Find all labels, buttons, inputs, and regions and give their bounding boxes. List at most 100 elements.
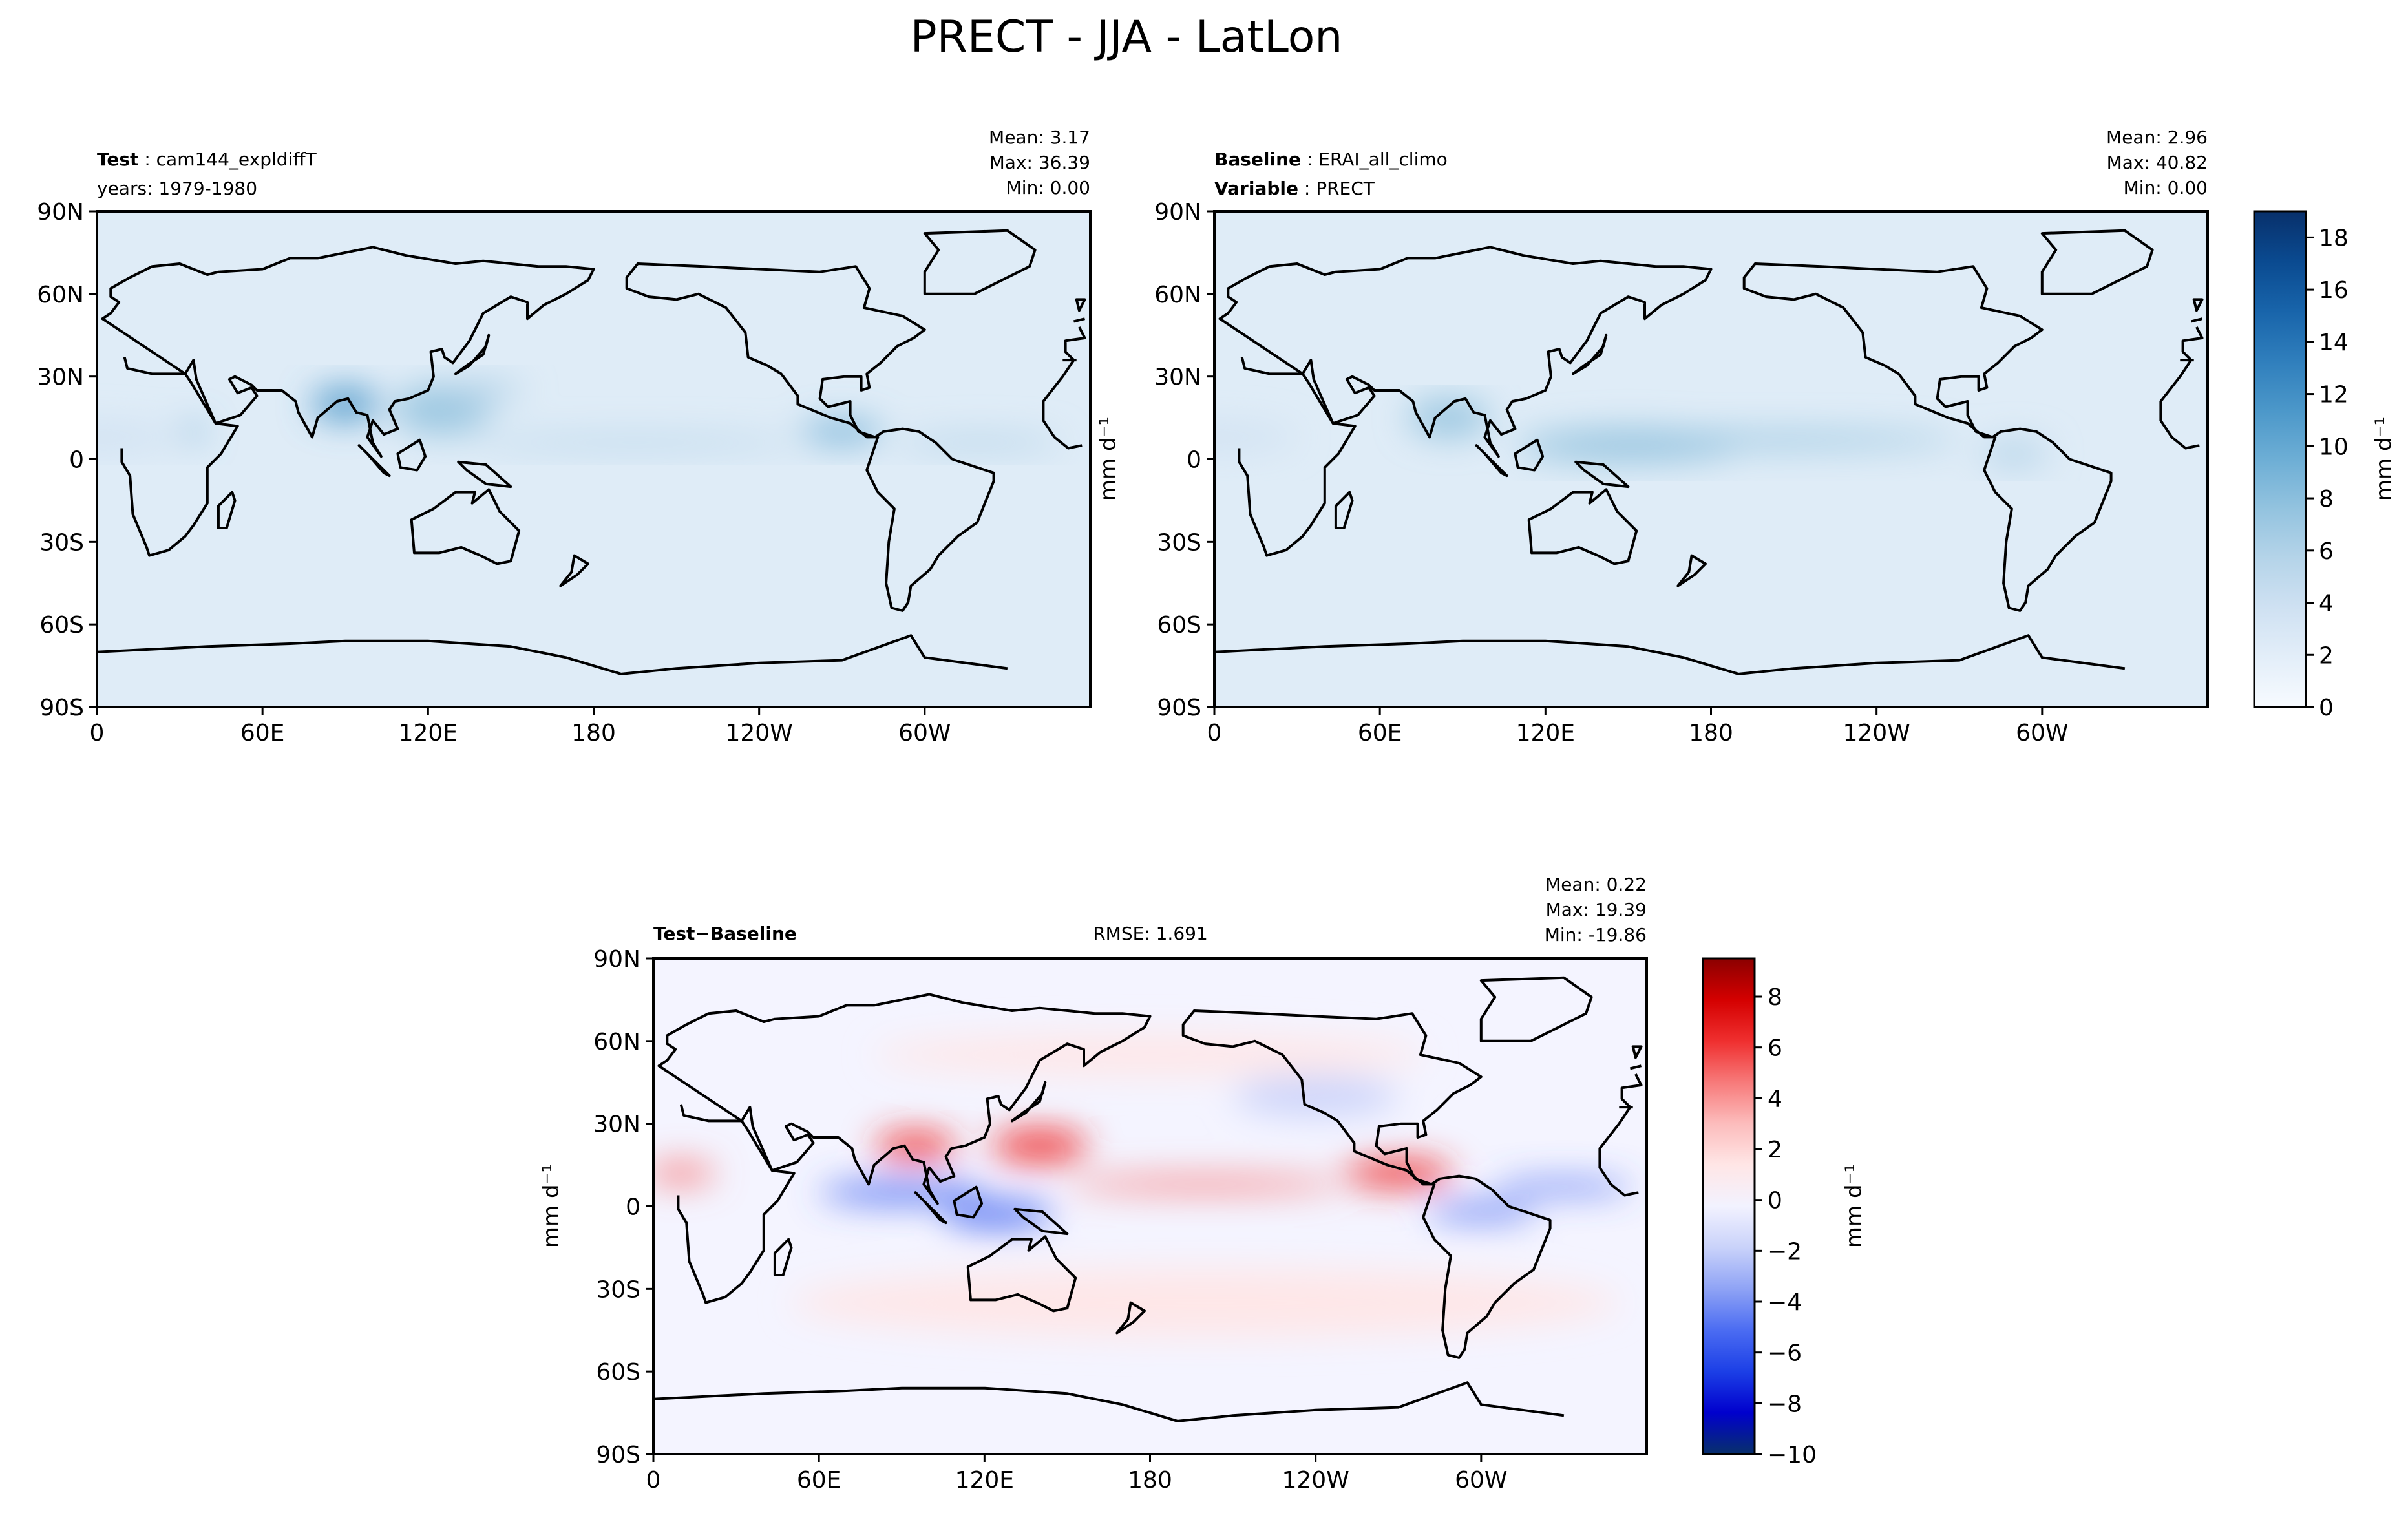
baseline-japan-coast (1572, 333, 1608, 375)
rdbu-colorbar-units: mm d⁻¹ (1841, 1164, 1867, 1248)
blues-colorbar-units: mm d⁻¹ (2371, 417, 2397, 501)
baseline-heat-feature (1407, 398, 1490, 438)
test-newzealand-coast (559, 554, 589, 587)
test-madagascar-coast (217, 491, 237, 529)
baseline-map (1214, 211, 2208, 707)
baseline-cbar-tick-label: 16 (2319, 277, 2349, 304)
diff-cbar-tick-label: 8 (1768, 984, 1782, 1011)
diff-label-test: Test (653, 923, 695, 944)
diff-heat-feature (791, 1268, 1620, 1337)
diff-heat-feature (1232, 1075, 1399, 1117)
rdbu-colorbar-ticks: 8 6 4 2 0 −2 −4 −6 −8 −10 (1755, 984, 1817, 1468)
diff-max: Max: 19.39 (1546, 899, 1647, 920)
test-ytick-label: 90S (39, 695, 84, 721)
baseline-afro-eurasia-coast (1218, 246, 2204, 557)
diff-coastlines (653, 976, 1643, 1422)
test-xtick-label: 60E (240, 720, 285, 746)
diff-map (653, 958, 1647, 1454)
diff-xtick-label: 0 (646, 1467, 661, 1494)
baseline-cbar-tick-label: 10 (2319, 434, 2349, 460)
diff-newzealand-coast (1115, 1301, 1146, 1335)
diff-cbar-tick-label: −2 (1768, 1238, 1802, 1265)
diff-cbar-tick-label: −6 (1768, 1340, 1802, 1367)
diff-cbar-tick-label: 2 (1768, 1137, 1782, 1163)
baseline-antarctica-coast (1214, 634, 2126, 675)
test-heat-feature (97, 423, 180, 451)
diff-heat-feature (1067, 1176, 1344, 1193)
diff-heat-feature (943, 1200, 1054, 1229)
blues-colorbar-ticks: 0 2 4 6 8 10 12 14 16 18 (2306, 225, 2349, 721)
diff-borneo-coast (953, 1185, 984, 1219)
baseline-borneo-coast (1514, 438, 1545, 472)
test-newguinea-coast (457, 460, 512, 489)
baseline-map-background (1214, 211, 2208, 707)
test-borneo-coast (396, 438, 427, 472)
test-australia-coast (410, 488, 521, 565)
diff-xtick-label: 60W (1455, 1467, 1507, 1494)
baseline-variable-value: PRECT (1316, 178, 1375, 199)
test-ytick-label: 30S (39, 529, 84, 556)
baseline-label: Baseline : ERAI_all_climo (1214, 149, 1448, 170)
test-max: Max: 36.39 (989, 152, 1090, 173)
baseline-ytick-label: 90N (1154, 199, 1201, 226)
baseline-xtick-label: 60E (1358, 720, 1402, 746)
test-label-key: Test (97, 149, 138, 170)
test-axis-ticks: 0 60E 120E 180 120W 60W 90N 60N 30N 0 30S 60S 90S (37, 199, 951, 746)
diff-xtick-label: 180 (1128, 1467, 1172, 1494)
baseline-newguinea-coast (1574, 460, 1630, 489)
baseline-label-colon: : (1301, 149, 1318, 170)
baseline-uk-coast (2190, 298, 2204, 323)
diff-cbar-tick-label: 6 (1768, 1035, 1782, 1062)
diff-uk-coast (1629, 1045, 1643, 1070)
baseline-label-key: Baseline (1214, 149, 1301, 170)
diff-heat-feature (1426, 1203, 1537, 1220)
diff-heat-feature (653, 1162, 716, 1185)
baseline-australia-coast (1527, 488, 1638, 565)
baseline-americas-coast (1742, 262, 2113, 612)
diff-ytick-label: 90S (596, 1442, 640, 1468)
diff-heat-feature (1343, 1159, 1454, 1187)
test-ytick-label: 0 (69, 447, 84, 474)
baseline-sumatra-coast (1475, 444, 1508, 478)
baseline-greenland-coast (2040, 229, 2154, 295)
diff-mean: Mean: 0.22 (1545, 874, 1647, 895)
diff-left-units: mm d⁻¹ (538, 1164, 564, 1248)
test-map-background (97, 211, 1090, 707)
baseline-cbar-tick-label: 18 (2319, 225, 2349, 251)
diff-label-baseline: Baseline (710, 923, 797, 944)
test-afro-eurasia-coast (101, 246, 1086, 557)
baseline-xtick-label: 180 (1689, 720, 1733, 746)
diff-xtick-label: 60E (797, 1467, 841, 1494)
diff-heat-feature (991, 1129, 1088, 1163)
test-ytick-label: 90N (37, 199, 84, 226)
baseline-xtick-label: 120W (1843, 720, 1910, 746)
baseline-ytick-label: 60S (1157, 612, 1201, 639)
baseline-axis-ticks: 0 60E 120E 180 120W 60W 90N 60N 30N 0 30S 60S 90S (1154, 199, 2068, 746)
rdbu-colorbar (1702, 957, 1756, 1455)
baseline-ytick-label: 30N (1154, 365, 1201, 391)
blues-colorbar (2253, 210, 2307, 708)
test-heat-feature (310, 387, 380, 421)
test-antarctica-coast (97, 634, 1008, 675)
baseline-variable-colon: : (1298, 178, 1316, 199)
baseline-ytick-label: 0 (1187, 447, 1201, 474)
diff-min: Min: -19.86 (1545, 924, 1647, 946)
test-label-value: cam144_expldiffT (156, 149, 317, 170)
test-heat-feature (897, 434, 1063, 451)
baseline-cbar-tick-label: 4 (2319, 591, 2334, 617)
diff-sumatra-coast (914, 1191, 947, 1225)
baseline-xtick-label: 0 (1207, 720, 1222, 746)
test-greenland-coast (923, 229, 1037, 295)
diff-ytick-label: 30S (596, 1276, 640, 1303)
test-label: Test : cam144_expldiffT (97, 149, 317, 170)
baseline-madagascar-coast (1334, 491, 1354, 529)
diff-ytick-label: 90N (593, 946, 640, 973)
figure-title: PRECT - JJA - LatLon (911, 12, 1343, 63)
test-sumatra-coast (357, 444, 391, 478)
test-heat-feature (182, 423, 205, 440)
test-heat-feature (469, 436, 801, 450)
diff-axis-ticks: 0 60E 120E 180 120W 60W 90N 60N 30N 0 30S 60S 90S (593, 946, 1507, 1494)
diff-cbar-tick-label: −4 (1768, 1289, 1802, 1316)
test-xtick-label: 120E (399, 720, 458, 746)
